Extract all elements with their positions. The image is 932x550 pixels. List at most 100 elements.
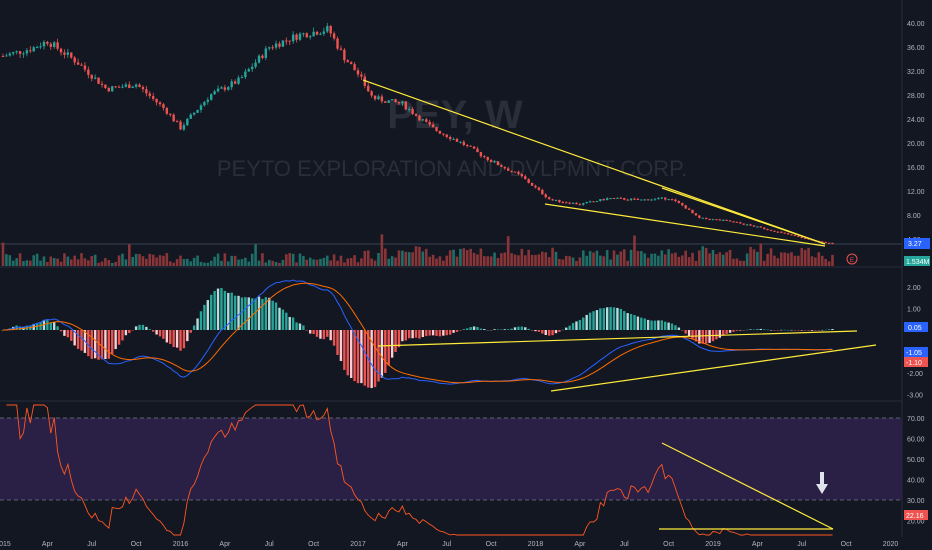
candle-body — [360, 74, 363, 77]
macd-hist-bar — [674, 325, 677, 330]
candle-body — [332, 33, 336, 39]
volume-bar — [653, 253, 657, 266]
macd-hist-bar — [793, 330, 797, 331]
macd-tick: -3.00 — [907, 393, 923, 400]
macd-hist-bar — [575, 321, 578, 330]
macd-hist-bar — [261, 298, 264, 330]
macd-hist-bar — [104, 330, 107, 360]
last-price-text: 3.27 — [908, 241, 922, 248]
macd-hist-bar — [513, 327, 517, 330]
candle-body — [346, 60, 349, 63]
volume-bar — [435, 258, 438, 266]
volume-bar — [18, 253, 22, 266]
macd-signal-text: -1.10 — [906, 360, 922, 367]
candle-body — [565, 202, 568, 204]
volume-bar — [291, 253, 295, 266]
volume-bar — [189, 261, 193, 266]
candle-body — [240, 77, 244, 79]
volume-bar — [100, 261, 104, 266]
volume-bar — [701, 246, 705, 266]
macd-hist-bar — [500, 329, 503, 331]
volume-bar — [797, 255, 800, 266]
candle-body — [206, 99, 210, 102]
macd-hist-bar — [691, 330, 694, 339]
candle-body — [63, 52, 66, 55]
volume-bar — [667, 249, 670, 266]
candle-body — [87, 69, 90, 75]
candle-body — [121, 86, 124, 88]
candle-body — [319, 33, 322, 35]
macd-hist-bar — [640, 317, 643, 330]
candle-body — [394, 99, 397, 102]
macd-hist-bar — [735, 330, 739, 331]
volume-bar — [721, 254, 725, 266]
candle-body — [763, 227, 766, 230]
candle-body — [506, 168, 510, 171]
candle-body — [22, 53, 25, 55]
candle-body — [227, 87, 230, 90]
candle-body — [155, 98, 158, 103]
candle-body — [80, 64, 83, 66]
volume-bar — [640, 251, 643, 266]
volume-bar — [773, 255, 776, 266]
macd-hist-bar — [660, 320, 663, 330]
volume-bar — [80, 253, 83, 266]
price-tick: 36.00 — [907, 45, 925, 52]
volume-bar — [510, 253, 513, 266]
macd-hist-bar — [670, 323, 674, 330]
volume-bar — [578, 257, 582, 266]
macd-hist-bar — [609, 307, 612, 330]
candle-body — [216, 88, 220, 92]
macd-hist-bar — [356, 330, 360, 384]
volume-bar — [462, 248, 466, 266]
candle-body — [472, 146, 476, 149]
volume-bar — [715, 254, 718, 266]
volume-bar — [783, 252, 786, 266]
macd-hist-bar — [571, 323, 575, 330]
volume-bar — [766, 253, 769, 266]
rsi-axis: 70.00 60.00 50.00 40.00 30.00 20.00 — [907, 416, 925, 526]
candle-body — [281, 40, 285, 47]
macd-hist-bar — [291, 317, 295, 330]
candle-body — [131, 86, 134, 88]
volume-bar — [687, 257, 691, 266]
macd-hist-bar — [565, 327, 568, 330]
macd-hist-bar — [773, 330, 776, 331]
candle-body — [571, 202, 575, 204]
macd-hist-bar — [800, 330, 803, 331]
volume-bar — [660, 250, 664, 266]
volume-bar — [786, 253, 790, 266]
volume-bar — [541, 251, 544, 266]
candle-body — [172, 114, 175, 122]
candle-body — [268, 47, 271, 49]
macd-hist-bar — [268, 297, 271, 330]
candle-body — [117, 86, 121, 88]
macd-hist-bar — [15, 325, 18, 330]
volume-bar — [496, 258, 500, 266]
candle-body — [752, 225, 756, 227]
macd-hist-bar — [797, 330, 800, 331]
volume-bar — [517, 255, 520, 266]
macd-hist-bar — [377, 330, 380, 382]
candle-body — [169, 113, 172, 115]
price-tick: 8.00 — [907, 213, 921, 220]
candle-body — [629, 198, 633, 201]
candle-body — [503, 166, 506, 169]
volume-bar — [643, 253, 647, 266]
volume-bar — [493, 252, 496, 266]
volume-bar — [479, 248, 483, 266]
candle-body — [769, 229, 773, 231]
candle-body — [285, 40, 288, 42]
macd-hist-bar — [626, 313, 629, 330]
macd-hist-bar — [421, 330, 425, 338]
volume-bar — [585, 255, 589, 266]
macd-hist-bar — [479, 328, 483, 330]
candle-body — [489, 160, 493, 163]
macd-hist-badge — [904, 322, 928, 332]
volume-bar — [346, 258, 350, 266]
candle-body — [476, 148, 479, 153]
earnings-icon[interactable] — [846, 253, 858, 265]
candle-body — [32, 47, 35, 52]
macd-hist-bar — [599, 308, 602, 330]
candle-body — [179, 121, 182, 130]
